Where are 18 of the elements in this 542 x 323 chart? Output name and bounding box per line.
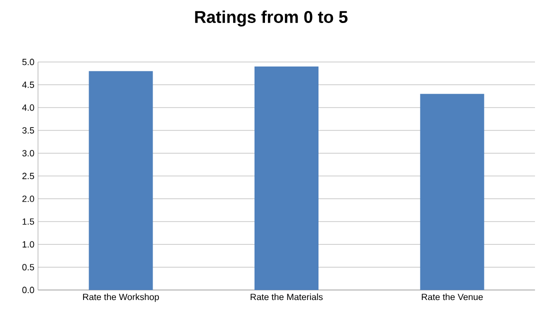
y-tick-label: 1.0 (22, 241, 34, 248)
bar (88, 71, 153, 290)
y-tick-label: 2.5 (22, 172, 34, 180)
y-tick-label: 3.5 (22, 127, 34, 134)
x-tick-label: Rate the Materials (250, 294, 323, 300)
y-tick-label: 4.0 (22, 104, 34, 111)
x-tick-label: Rate the Venue (422, 294, 483, 300)
y-tick-label: 3.0 (22, 150, 34, 156)
bar (254, 66, 318, 290)
bar (420, 94, 484, 290)
chart-title: Ratings from 0 to 5 (195, 10, 348, 26)
y-tick-label: 5.0 (22, 58, 34, 66)
y-tick-label: 0.0 (22, 286, 34, 294)
y-tick-label: 0.5 (22, 264, 34, 270)
y-tick-label: 1.5 (22, 218, 34, 225)
y-tick-label: 4.5 (22, 82, 34, 88)
x-tick-label: Rate the Workshop (83, 294, 159, 302)
y-tick-label: 2.0 (22, 196, 34, 202)
